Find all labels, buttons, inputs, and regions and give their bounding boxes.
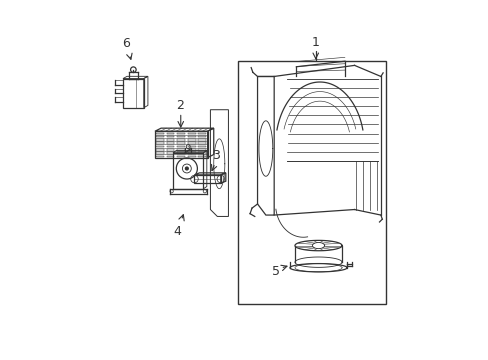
Bar bbox=[198, 143, 205, 144]
Bar bbox=[187, 143, 195, 144]
Bar bbox=[156, 132, 163, 134]
Bar bbox=[166, 132, 174, 134]
Bar bbox=[177, 132, 184, 134]
Bar bbox=[198, 132, 205, 134]
Bar bbox=[198, 156, 205, 157]
Text: 4: 4 bbox=[173, 225, 181, 238]
Bar bbox=[187, 139, 195, 141]
Bar bbox=[156, 139, 163, 141]
Bar bbox=[156, 143, 163, 144]
Bar bbox=[166, 139, 174, 141]
Bar bbox=[166, 146, 174, 147]
Bar bbox=[198, 139, 205, 141]
Bar bbox=[156, 152, 163, 154]
Bar bbox=[177, 149, 184, 150]
Bar bbox=[238, 61, 386, 304]
Text: 6: 6 bbox=[122, 37, 130, 50]
Bar bbox=[187, 136, 195, 138]
Bar bbox=[187, 156, 195, 157]
Bar bbox=[187, 132, 195, 134]
Text: 5: 5 bbox=[271, 265, 279, 278]
Bar bbox=[187, 149, 195, 150]
Bar bbox=[177, 152, 184, 154]
Bar bbox=[166, 143, 174, 144]
Bar bbox=[198, 149, 205, 150]
Text: 1: 1 bbox=[311, 36, 319, 49]
Bar bbox=[166, 136, 174, 138]
Bar bbox=[177, 143, 184, 144]
Bar bbox=[166, 152, 174, 154]
Bar bbox=[166, 149, 174, 150]
Bar bbox=[198, 152, 205, 154]
Bar bbox=[177, 136, 184, 138]
Bar bbox=[187, 146, 195, 147]
Bar bbox=[177, 156, 184, 157]
Bar bbox=[166, 156, 174, 157]
Bar bbox=[156, 146, 163, 147]
Circle shape bbox=[185, 167, 188, 170]
Bar bbox=[156, 156, 163, 157]
Bar bbox=[177, 146, 184, 147]
Bar bbox=[177, 139, 184, 141]
Bar bbox=[198, 136, 205, 138]
Text: 3: 3 bbox=[212, 149, 220, 162]
Text: 2: 2 bbox=[176, 99, 183, 112]
Bar bbox=[187, 152, 195, 154]
Bar bbox=[198, 146, 205, 147]
Bar bbox=[156, 136, 163, 138]
Bar bbox=[156, 149, 163, 150]
